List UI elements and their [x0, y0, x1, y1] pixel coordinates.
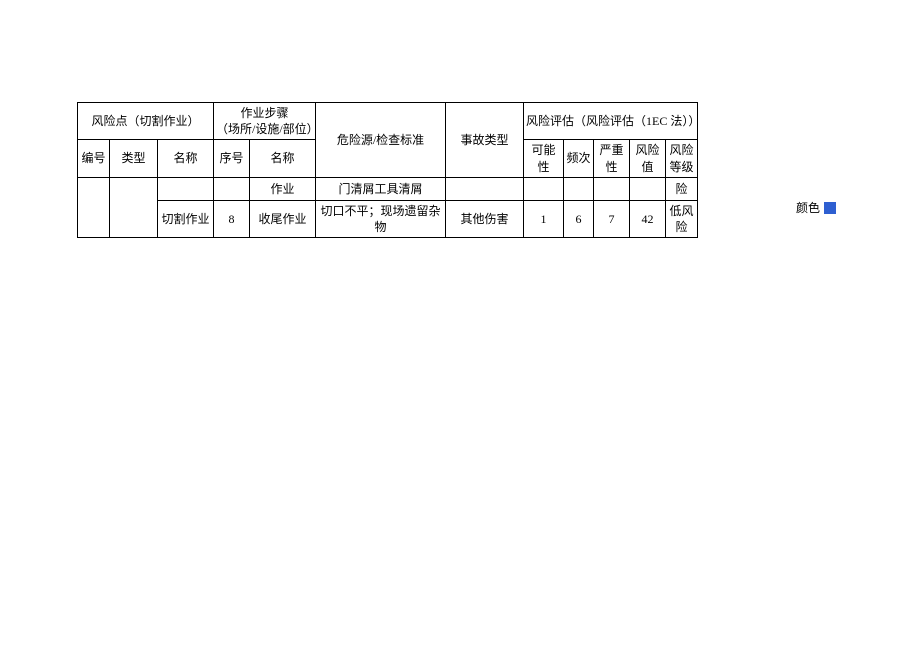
- header-id: 编号: [78, 140, 110, 177]
- cell-v: 42: [630, 200, 666, 237]
- header-step-group: 作业步骤 （场所/设施/部位）: [214, 103, 316, 140]
- cell-p: 1: [524, 200, 564, 237]
- cell-step-name: 收尾作业: [250, 200, 316, 237]
- risk-table: 风险点（切割作业） 作业步骤 （场所/设施/部位） 危险源/检查标准 事故类型 …: [77, 102, 698, 238]
- header-assessment-group: 风险评估（风险评估（1EC 法））: [524, 103, 698, 140]
- cell-s: [594, 177, 630, 200]
- table-header-row-1: 风险点（切割作业） 作业步骤 （场所/设施/部位） 危险源/检查标准 事故类型 …: [78, 103, 698, 140]
- page: 风险点（切割作业） 作业步骤 （场所/设施/部位） 危险源/检查标准 事故类型 …: [0, 0, 920, 651]
- cell-level: 低风险: [666, 200, 698, 237]
- header-type: 类型: [110, 140, 158, 177]
- cell-id: [78, 177, 110, 237]
- header-frequency: 频次: [564, 140, 594, 177]
- cell-accident: [446, 177, 524, 200]
- cell-level: 险: [666, 177, 698, 200]
- cell-s: 7: [594, 200, 630, 237]
- cell-f: 6: [564, 200, 594, 237]
- header-risk-point: 风险点（切割作业）: [78, 103, 214, 140]
- cell-f: [564, 177, 594, 200]
- color-legend: 颜色: [796, 199, 836, 216]
- legend-swatch-icon: [824, 202, 836, 214]
- header-possibility: 可能性: [524, 140, 564, 177]
- header-step-name: 名称: [250, 140, 316, 177]
- header-name: 名称: [158, 140, 214, 177]
- header-value: 风险值: [630, 140, 666, 177]
- cell-type: [110, 177, 158, 237]
- header-seq: 序号: [214, 140, 250, 177]
- cell-hazard: 切口不平；现场遗留杂物: [316, 200, 446, 237]
- cell-step-name: 作业: [250, 177, 316, 200]
- cell-seq: 8: [214, 200, 250, 237]
- header-hazard: 危险源/检查标准: [316, 103, 446, 178]
- header-level: 风险 等级: [666, 140, 698, 177]
- table-row: 切割作业 8 收尾作业 切口不平；现场遗留杂物 其他伤害 1 6 7 42 低风…: [78, 200, 698, 237]
- cell-v: [630, 177, 666, 200]
- cell-p: [524, 177, 564, 200]
- cell-hazard: 门清屑工具清屑: [316, 177, 446, 200]
- cell-accident: 其他伤害: [446, 200, 524, 237]
- table-row: 作业 门清屑工具清屑 险: [78, 177, 698, 200]
- cell-name: 切割作业: [158, 200, 214, 237]
- cell-seq: [214, 177, 250, 200]
- cell-name: [158, 177, 214, 200]
- header-severity: 严重性: [594, 140, 630, 177]
- legend-label: 颜色: [796, 199, 820, 216]
- header-accident: 事故类型: [446, 103, 524, 178]
